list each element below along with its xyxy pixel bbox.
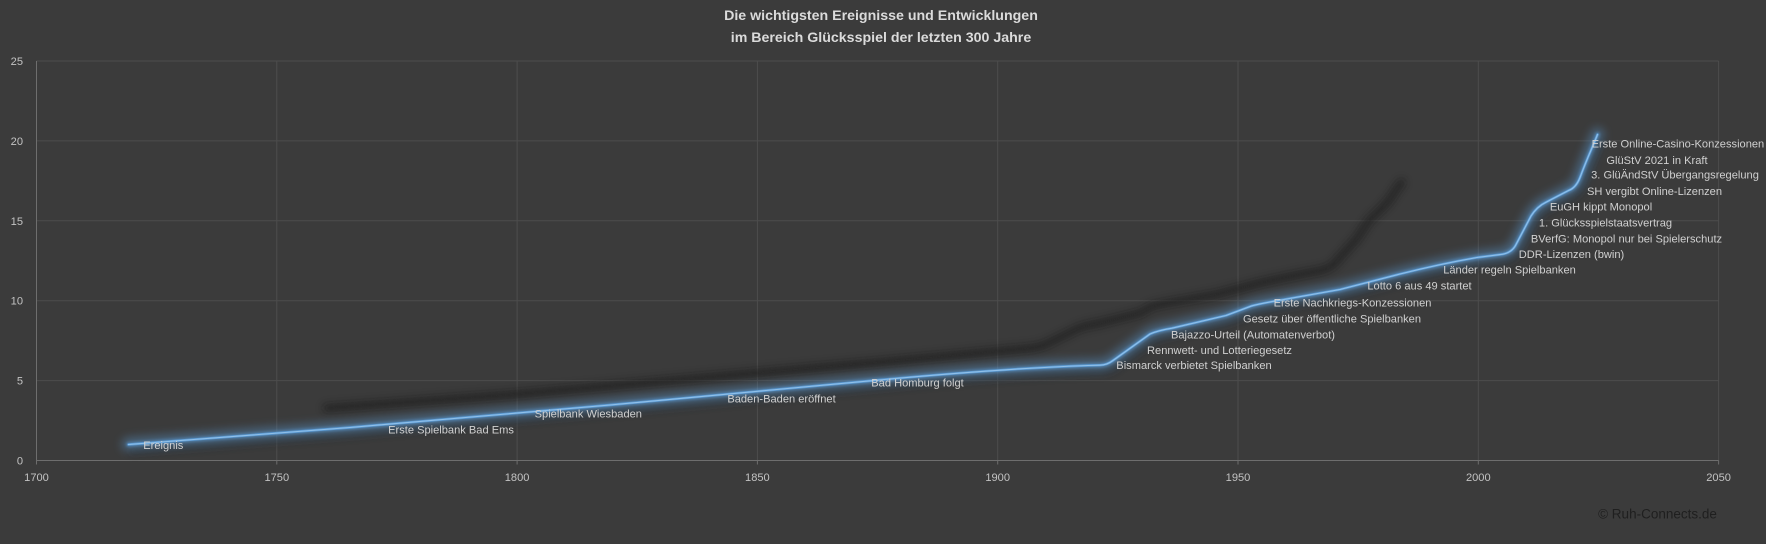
svg-text:25: 25 bbox=[11, 56, 23, 68]
svg-text:BVerfG: Monopol nur bei Spiele: BVerfG: Monopol nur bei Spielerschutz bbox=[1531, 233, 1722, 245]
svg-text:1950: 1950 bbox=[1226, 472, 1251, 484]
svg-text:EuGH kippt Monopol: EuGH kippt Monopol bbox=[1550, 202, 1652, 214]
svg-text:Rennwett- und Lotteriegesetz: Rennwett- und Lotteriegesetz bbox=[1147, 345, 1292, 357]
svg-text:0: 0 bbox=[17, 456, 23, 468]
svg-text:Baden-Baden eröffnet: Baden-Baden eröffnet bbox=[727, 394, 835, 406]
svg-text:Spielbank Wiesbaden: Spielbank Wiesbaden bbox=[535, 409, 642, 421]
svg-text:1750: 1750 bbox=[264, 472, 289, 484]
svg-text:10: 10 bbox=[11, 296, 23, 308]
svg-text:5: 5 bbox=[17, 376, 23, 388]
svg-text:© Ruh-Connects.de: © Ruh-Connects.de bbox=[1598, 507, 1717, 522]
svg-text:1800: 1800 bbox=[505, 472, 530, 484]
svg-text:15: 15 bbox=[11, 216, 23, 228]
svg-text:Die wichtigsten Ereignisse und: Die wichtigsten Ereignisse und Entwicklu… bbox=[724, 8, 1038, 24]
svg-text:Erste Online-Casino-Konzession: Erste Online-Casino-Konzessionen bbox=[1592, 139, 1765, 151]
svg-text:DDR-Lizenzen (bwin): DDR-Lizenzen (bwin) bbox=[1519, 249, 1624, 261]
svg-text:1900: 1900 bbox=[985, 472, 1010, 484]
svg-text:GlüStV 2021 in Kraft: GlüStV 2021 in Kraft bbox=[1606, 155, 1707, 167]
svg-text:im Bereich Glücksspiel der let: im Bereich Glücksspiel der letzten 300 J… bbox=[731, 30, 1032, 46]
svg-text:Länder regeln Spielbanken: Länder regeln Spielbanken bbox=[1443, 264, 1576, 276]
svg-text:Bismarck verbietet Spielbanken: Bismarck verbietet Spielbanken bbox=[1116, 360, 1271, 372]
svg-text:Bajazzo-Urteil (Automatenverbo: Bajazzo-Urteil (Automatenverbot) bbox=[1171, 330, 1335, 342]
svg-text:Bad Homburg folgt: Bad Homburg folgt bbox=[871, 378, 964, 390]
svg-text:Lotto 6 aus 49 startet: Lotto 6 aus 49 startet bbox=[1367, 281, 1471, 293]
svg-text:Gesetz über öffentliche Spielb: Gesetz über öffentliche Spielbanken bbox=[1243, 314, 1421, 326]
svg-text:Erste Nachkriegs-Konzessionen: Erste Nachkriegs-Konzessionen bbox=[1274, 297, 1432, 309]
svg-text:2050: 2050 bbox=[1706, 472, 1731, 484]
svg-text:Ereignis: Ereignis bbox=[143, 440, 184, 452]
svg-text:20: 20 bbox=[11, 136, 23, 148]
svg-text:SH vergibt Online-Lizenzen: SH vergibt Online-Lizenzen bbox=[1587, 186, 1722, 198]
svg-text:2000: 2000 bbox=[1466, 472, 1491, 484]
svg-text:1. Glücksspielstaatsvertrag: 1. Glücksspielstaatsvertrag bbox=[1539, 218, 1672, 230]
svg-text:3. GlüÄndStV Übergangsregelung: 3. GlüÄndStV Übergangsregelung bbox=[1591, 170, 1759, 182]
svg-text:Erste Spielbank Bad Ems: Erste Spielbank Bad Ems bbox=[388, 425, 514, 437]
svg-text:1850: 1850 bbox=[745, 472, 770, 484]
svg-text:1700: 1700 bbox=[24, 472, 49, 484]
